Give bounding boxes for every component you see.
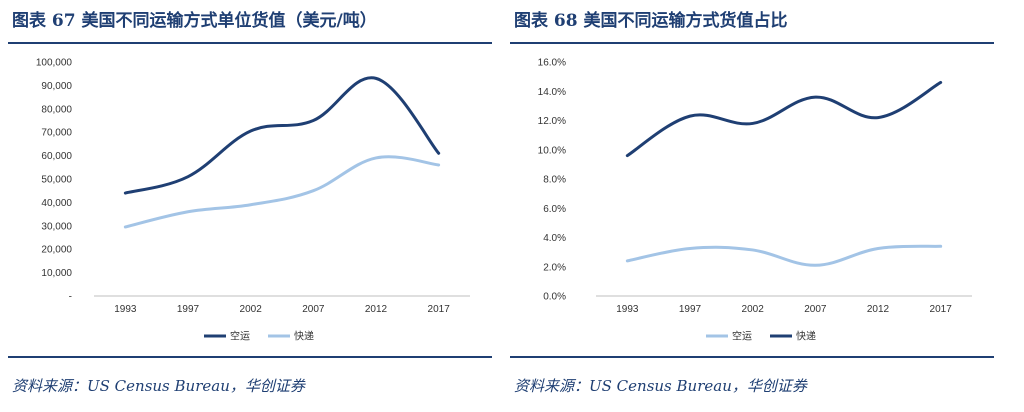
x-tick-label: 2012 — [867, 304, 890, 315]
source-note: 资料来源：US Census Bureau，华创证券 — [514, 377, 807, 395]
legend-label: 空运 — [230, 330, 250, 343]
series-line — [625, 244, 943, 267]
x-tick-label: 2002 — [240, 304, 263, 315]
y-tick-label: 6.0% — [543, 204, 566, 215]
y-tick-label: 30,000 — [41, 221, 72, 232]
x-tick-label: 2007 — [302, 304, 325, 315]
y-tick-label: 100,000 — [36, 58, 73, 69]
x-tick-label: 1993 — [114, 304, 137, 315]
y-tick-label: 50,000 — [41, 175, 72, 186]
unit-value-line-chart: - 10,000 20,000 30,000 40,000 50,000 60,000 70,… — [36, 58, 470, 343]
y-tick-label: 70,000 — [41, 128, 72, 139]
y-tick-label: 12.0% — [538, 116, 566, 127]
footer-rule — [8, 356, 492, 358]
title-rule — [510, 42, 994, 44]
y-tick-label: 16.0% — [538, 58, 566, 69]
x-tick-label: 2007 — [804, 304, 827, 315]
y-tick-label: 8.0% — [543, 175, 566, 186]
x-tick-label: 2017 — [930, 304, 953, 315]
title-rule — [8, 42, 492, 44]
legend-label: 快递 — [294, 330, 314, 343]
source-note: 资料来源：US Census Bureau，华创证券 — [12, 377, 305, 395]
x-tick-label: 1997 — [177, 304, 200, 315]
x-tick-label: 1997 — [679, 304, 702, 315]
y-tick-label: 10,000 — [41, 268, 72, 279]
series-line — [123, 155, 441, 229]
x-tick-label: 2002 — [742, 304, 765, 315]
y-tick-label: - — [69, 292, 72, 303]
y-tick-label: 40,000 — [41, 198, 72, 209]
series-line — [123, 76, 441, 195]
y-tick-label: 4.0% — [543, 233, 566, 244]
y-tick-label: 10.0% — [538, 145, 566, 156]
chart-panel-right: 图表 68 美国不同运输方式货值占比 0.0% 2.0% 4.0% 6.0% 8.0% 1… — [510, 0, 1008, 412]
y-tick-label: 14.0% — [538, 87, 566, 98]
chart-panel-left: 图表 67 美国不同运输方式单位货值（美元/吨） - 10,000 20,000 30… — [8, 0, 506, 412]
y-tick-label: 20,000 — [41, 245, 72, 256]
chart-title: 图表 68 美国不同运输方式货值占比 — [514, 11, 788, 31]
value-share-line-chart: 0.0% 2.0% 4.0% 6.0% 8.0% 10.0% 12.0% 14.0% 16.0%… — [538, 58, 972, 343]
x-tick-label: 2017 — [428, 304, 451, 315]
legend-label: 空运 — [732, 330, 752, 343]
y-tick-label: 2.0% — [543, 262, 566, 273]
x-tick-label: 1993 — [616, 304, 639, 315]
y-tick-label: 0.0% — [543, 292, 566, 303]
chart-title: 图表 67 美国不同运输方式单位货值（美元/吨） — [12, 11, 377, 31]
legend-label: 快递 — [796, 330, 816, 343]
series-line — [625, 80, 943, 158]
footer-rule — [510, 356, 994, 358]
y-tick-label: 60,000 — [41, 151, 72, 162]
x-tick-label: 2012 — [365, 304, 388, 315]
y-tick-label: 90,000 — [41, 81, 72, 92]
y-tick-label: 80,000 — [41, 104, 72, 115]
